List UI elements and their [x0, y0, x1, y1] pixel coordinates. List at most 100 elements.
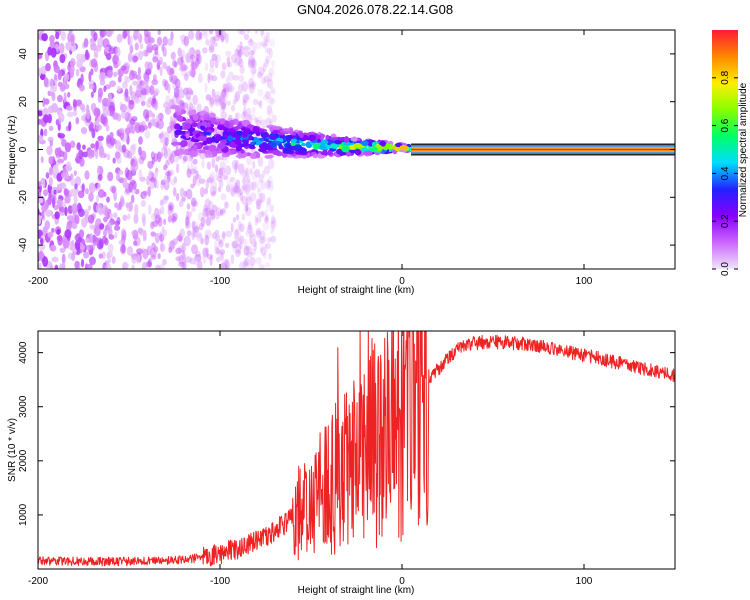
- spectrogram-cell: [187, 138, 193, 150]
- spectrogram-cell: [227, 135, 233, 143]
- spectrogram-cell: [282, 152, 288, 158]
- spectrogram-cell: [188, 96, 192, 107]
- spectrogram-cell: [131, 264, 135, 269]
- spectrogram-cell: [220, 89, 227, 98]
- spectrogram-cell: [236, 185, 240, 193]
- spectrogram-cell: [81, 183, 85, 193]
- spectrogram-cell: [103, 228, 108, 237]
- spectrogram-cell: [213, 35, 221, 42]
- spectrogram-cell: [325, 145, 330, 150]
- spectrogram-cell: [40, 238, 44, 245]
- spectrogram-cell: [129, 69, 135, 81]
- spectrogram-cell: [70, 177, 76, 186]
- spectrogram-cell: [97, 87, 104, 98]
- spectrogram-cell: [167, 38, 174, 46]
- spectrogram-cell: [191, 220, 196, 230]
- spectrogram-cell: [185, 221, 190, 229]
- snr-y-label: SNR (10 * v/v): [7, 418, 18, 482]
- spectrogram-cell: [137, 66, 141, 76]
- spectrogram-cell: [218, 249, 226, 255]
- spectrogram-cell: [99, 30, 107, 38]
- spectrogram-cell: [232, 99, 236, 106]
- spectrogram-cell: [237, 30, 243, 35]
- spectrogram-cell: [225, 50, 232, 57]
- spectrogram-cell: [301, 142, 306, 147]
- spectrogram-cell: [247, 59, 254, 69]
- spectrogram-cell: [218, 239, 223, 245]
- spectrogram-cell: [85, 244, 93, 251]
- spectrogram-cell: [174, 123, 181, 130]
- spectrogram-cell: [85, 109, 91, 120]
- spectrogram-cell: [208, 144, 217, 152]
- spectrogram-cell: [298, 132, 304, 139]
- spectrogram-cell: [186, 230, 192, 237]
- spectrogram-cell: [131, 194, 135, 204]
- spectrogram-cell: [185, 216, 190, 226]
- spectrogram-cell: [202, 207, 209, 218]
- spectrogram-cell: [180, 109, 187, 115]
- spectrogram-cell: [208, 73, 213, 79]
- spectrogram-cell: [248, 49, 255, 56]
- spectrogram-cell: [219, 96, 225, 103]
- spectrogram-cell: [239, 261, 245, 269]
- x-tick-label: 0: [399, 576, 405, 587]
- spectrogram-cell: [296, 136, 301, 140]
- spectrogram-cell: [122, 214, 128, 221]
- spectrogram-cell: [235, 243, 242, 254]
- spectrogram-cell: [399, 145, 408, 151]
- spectrogram-cell: [205, 94, 212, 101]
- spectrogram-cell: [43, 98, 50, 105]
- spectrogram-cell: [115, 46, 121, 57]
- spectrogram-cell: [80, 73, 84, 84]
- spectrogram-cell: [216, 247, 220, 255]
- spectrogram-cell: [269, 120, 273, 126]
- spectrogram-cell: [249, 248, 255, 256]
- spectrogram-cell: [126, 246, 134, 256]
- spectrogram-cell: [208, 206, 212, 217]
- spectrogram-cell: [243, 238, 248, 248]
- spectrogram-cell: [76, 59, 83, 69]
- spectrogram-cell: [97, 182, 101, 191]
- spectrogram-cell: [136, 248, 143, 255]
- spectrogram-cell: [257, 211, 265, 218]
- spectrogram-cell: [258, 236, 265, 244]
- spectrogram-cell: [209, 58, 215, 69]
- spectrogram-cell: [252, 233, 256, 241]
- spectrogram-cell: [68, 121, 72, 132]
- spectrogram-cell: [185, 52, 190, 64]
- spectrogram-cell: [225, 184, 231, 193]
- spectrogram-cell: [222, 87, 230, 93]
- spectrogram-cell: [109, 110, 114, 117]
- spectrogram-cell: [191, 122, 198, 128]
- spectrogram-cell: [232, 242, 236, 254]
- x-tick-label: -200: [28, 576, 48, 587]
- spectrogram-cell: [204, 198, 211, 209]
- spectrogram-cell: [227, 61, 233, 68]
- spectrogram-cell: [232, 217, 237, 223]
- spectrogram-cell: [87, 205, 92, 211]
- spectrogram-cell: [185, 91, 191, 101]
- spectrogram-cell: [192, 94, 198, 106]
- spectrogram-x-axis: -200 -100 0 100: [28, 30, 593, 287]
- spectrogram-cell: [93, 236, 99, 246]
- spectrogram-cell: [218, 240, 224, 248]
- spectrogram-cell: [226, 100, 231, 106]
- spectrogram-cell: [240, 150, 245, 154]
- spectrogram-cell: [379, 140, 387, 147]
- spectrogram-cell: [216, 30, 223, 38]
- spectrogram-cell: [114, 151, 121, 159]
- spectrogram-cell: [392, 146, 400, 151]
- spectrogram-cell: [242, 128, 251, 134]
- spectrogram-cell: [260, 180, 266, 191]
- spectrogram-cell: [178, 261, 185, 267]
- spectrogram-cell: [95, 140, 99, 150]
- spectrogram-cell: [78, 149, 84, 159]
- spectrogram-cell: [263, 35, 270, 43]
- spectrogram-cell: [114, 220, 121, 226]
- spectrogram-cell: [199, 154, 206, 160]
- spectrogram-cell: [79, 157, 85, 167]
- spectrogram-cell: [229, 176, 236, 182]
- spectrogram-cell: [253, 41, 257, 53]
- spectrogram-cell: [41, 33, 48, 42]
- spectrogram-cell: [179, 187, 185, 198]
